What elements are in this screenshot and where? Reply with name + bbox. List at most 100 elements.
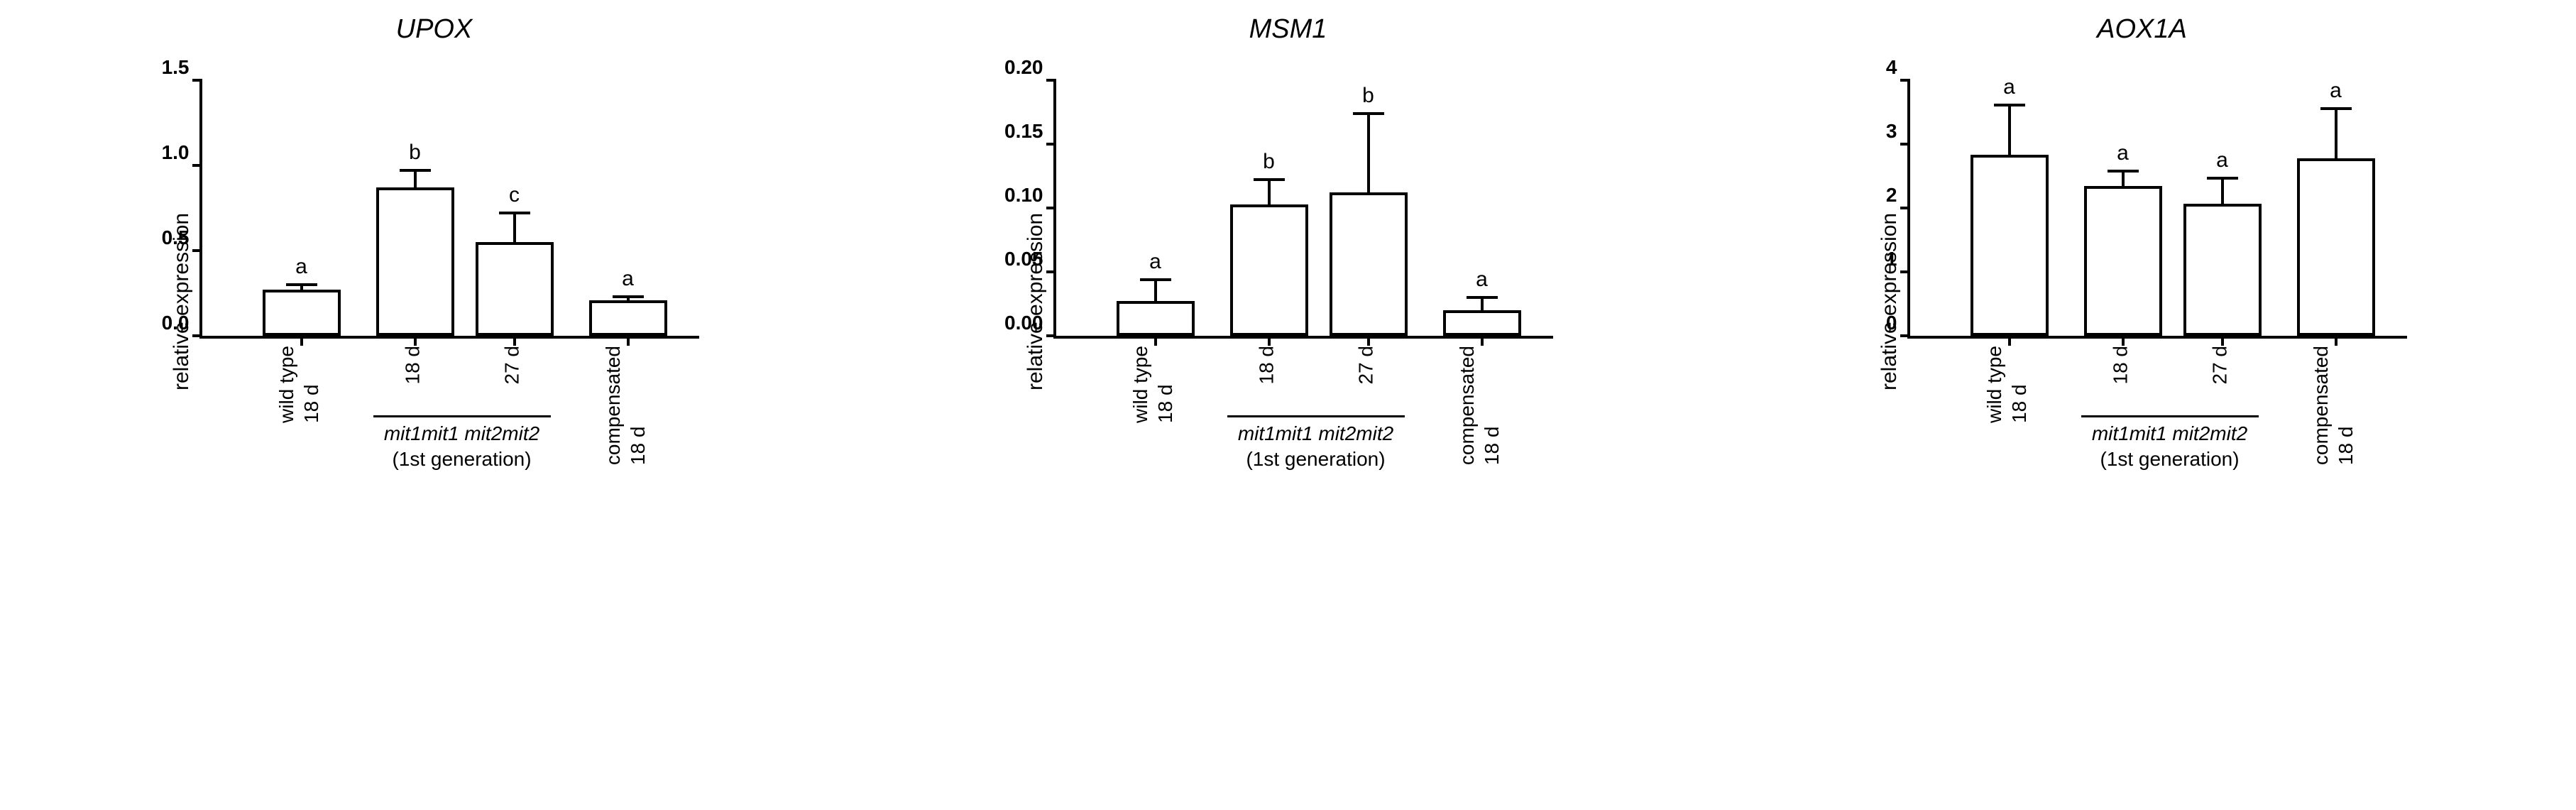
panel-title: AOX1A — [2097, 14, 2187, 45]
error-bar — [2221, 178, 2224, 204]
error-bar — [2335, 109, 2337, 158]
error-cap — [2320, 107, 2352, 110]
x-tick-label-line: compensated — [601, 346, 625, 465]
group-bracket-line — [373, 415, 551, 417]
y-tick-label: 4 — [1886, 56, 1897, 79]
group-label-plain: (1st generation) — [392, 448, 531, 471]
error-cap — [499, 212, 530, 214]
x-tick-label: compensated18 d — [2308, 346, 2358, 465]
group-label-italic-text: mit1mit1 mit2mit2 — [384, 422, 539, 444]
y-tick — [192, 79, 202, 82]
panel-title: UPOX — [396, 14, 473, 45]
x-tick-label: compensated18 d — [601, 346, 650, 465]
plot-row: relative expression0.00.51.01.5abcawild … — [170, 80, 699, 523]
x-tick-label-line: 18 d — [299, 346, 324, 423]
x-tick-label-line: compensated — [2308, 346, 2333, 465]
significance-letter: a — [2216, 148, 2228, 173]
y-tick-label: 0.20 — [1004, 56, 1043, 79]
chart-panel: AOX1Arelative expression01234aaaawild ty… — [1878, 14, 2407, 523]
y-tick-label: 0.0 — [162, 312, 190, 334]
y-tick-label: 0.15 — [1004, 120, 1043, 143]
x-tick-label: wild type18 d — [1982, 346, 2032, 423]
significance-letter: a — [2117, 141, 2129, 165]
plot-area: 0.00.51.01.5abca — [199, 80, 699, 339]
x-tick-label-line: 18 d — [2108, 346, 2132, 385]
chart-panel: MSM1 relative expression0.000.050.100.150… — [1024, 14, 1553, 523]
error-bar — [1268, 180, 1271, 204]
error-cap — [400, 169, 431, 172]
significance-letter: c — [509, 183, 520, 207]
figure-row: UPOXrelative expression0.00.51.01.5abcaw… — [0, 0, 2576, 530]
x-tick-label-line: wild type — [1982, 346, 2007, 423]
error-cap — [2108, 170, 2139, 173]
bar — [2297, 158, 2375, 336]
group-label-italic: mit1mit1 mit2mit2 — [2092, 422, 2247, 445]
error-bar — [2008, 105, 2011, 155]
group-bracket-line — [2081, 415, 2259, 417]
significance-letter: b — [1362, 84, 1374, 108]
x-labels-area: wild type18 d18 d27 dcompensated18 dmit1… — [199, 339, 696, 523]
x-labels-area: wild type18 d18 d27 dcompensated18 dmit1… — [1907, 339, 2404, 523]
panel-title: MSM1 — [1249, 14, 1327, 45]
error-cap — [1353, 112, 1384, 115]
plot-row: relative expression01234aaaawild type18 … — [1878, 80, 2407, 523]
y-tick — [192, 164, 202, 167]
error-bar — [414, 170, 417, 187]
y-tick — [1046, 79, 1056, 82]
bar — [1230, 204, 1308, 336]
error-cap — [613, 295, 644, 298]
y-tick — [1900, 207, 1910, 209]
bar — [476, 242, 554, 336]
significance-letter: a — [1149, 250, 1161, 274]
x-tick-label-line: 18 d — [400, 346, 424, 385]
error-cap — [1140, 278, 1171, 281]
significance-letter: a — [622, 267, 634, 291]
x-tick-label: wild type18 d — [274, 346, 324, 423]
y-tick-label: 0.05 — [1004, 248, 1043, 270]
y-tick-label: 0.00 — [1004, 312, 1043, 334]
x-tick-label: 18 d — [2108, 346, 2132, 385]
y-tick-label: 1.5 — [162, 56, 190, 79]
y-tick — [1900, 270, 1910, 273]
y-tick — [192, 249, 202, 252]
group-label-italic-text: mit1mit1 mit2mit2 — [2092, 422, 2247, 444]
error-cap — [1467, 296, 1498, 299]
y-tick — [1046, 143, 1056, 146]
x-tick-label-line: 27 d — [499, 346, 524, 385]
y-tick-label: 0.10 — [1004, 184, 1043, 207]
error-cap — [2207, 177, 2238, 180]
significance-letter: a — [2330, 79, 2342, 103]
error-cap — [1994, 104, 2025, 106]
bar — [1330, 192, 1408, 336]
error-bar — [1154, 280, 1157, 302]
y-tick-label: 0 — [1886, 312, 1897, 334]
y-tick-label: 1 — [1886, 248, 1897, 270]
significance-letter: a — [2003, 75, 2015, 99]
group-label-plain: (1st generation) — [1246, 448, 1385, 471]
x-tick-label: 27 d — [1353, 346, 1378, 385]
x-tick-label-line: 27 d — [1353, 346, 1378, 385]
y-tick-label: 0.5 — [162, 226, 190, 249]
error-bar — [1367, 114, 1370, 193]
y-axis-label: relative expression — [170, 174, 194, 429]
error-cap — [286, 283, 317, 286]
error-bar — [1481, 297, 1484, 310]
x-tick-label: wild type18 d — [1128, 346, 1178, 423]
y-tick-label: 1.0 — [162, 141, 190, 164]
x-tick-label-line: wild type — [274, 346, 299, 423]
bar — [1443, 310, 1521, 336]
significance-letter: b — [1263, 150, 1275, 174]
group-label-italic: mit1mit1 mit2mit2 — [1238, 422, 1393, 445]
bar — [2183, 204, 2262, 336]
bar — [376, 187, 454, 336]
y-axis-label: relative expression — [1024, 174, 1048, 429]
x-labels-area: wild type18 d18 d27 dcompensated18 dmit1… — [1053, 339, 1550, 523]
plot-row: relative expression0.000.050.100.150.20a… — [1024, 80, 1553, 523]
x-tick-label-line: compensated — [1454, 346, 1479, 465]
bar — [1971, 155, 2049, 336]
bar — [589, 300, 667, 336]
y-tick — [1046, 207, 1056, 209]
error-bar — [2122, 171, 2125, 186]
y-tick-label: 2 — [1886, 184, 1897, 207]
x-tick-label-line: 18 d — [625, 346, 650, 465]
